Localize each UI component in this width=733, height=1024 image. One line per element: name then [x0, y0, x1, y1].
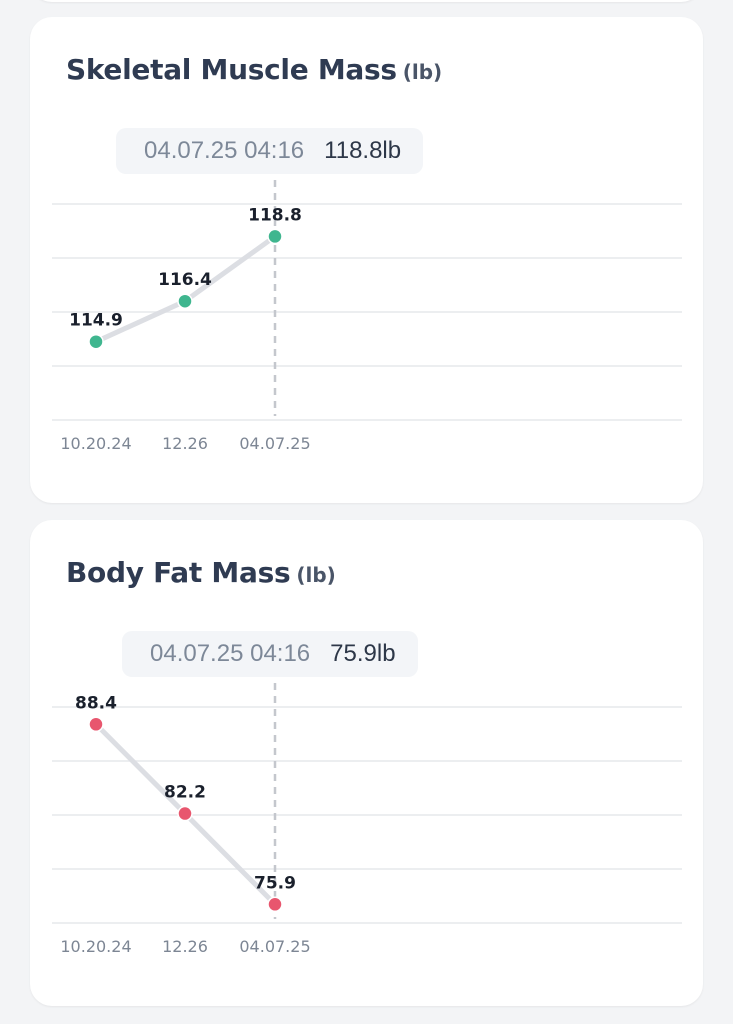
previous-card-bottom: [30, 0, 703, 2]
data-point: [88, 716, 104, 733]
x-tick-label: 10.20.24: [60, 434, 131, 453]
card-title: Skeletal Muscle Mass (lb): [66, 53, 442, 86]
x-tick-label: 12.26: [162, 937, 208, 956]
x-tick-label: 04.07.25: [239, 937, 310, 956]
data-point: [88, 333, 104, 350]
skeletal-muscle-mass-card[interactable]: Skeletal Muscle Mass (lb) 114.9 116.4 118.8…: [30, 17, 703, 503]
body-fat-mass-chart[interactable]: 88.4 82.2 75.9 10.20.24 12.26 04.07.25: [30, 520, 703, 1006]
tooltip-datetime: 04.07.25 04:16: [150, 640, 311, 667]
chart-tooltip: 04.07.25 04:16 75.9lb: [122, 631, 418, 677]
data-label: 116.4: [158, 270, 212, 290]
card-title: Body Fat Mass (lb): [66, 556, 336, 589]
card-title-text: Skeletal Muscle Mass: [66, 53, 397, 86]
x-tick-label: 04.07.25: [239, 434, 310, 453]
tooltip-datetime: 04.07.25 04:16: [144, 137, 305, 164]
card-unit: (lb): [402, 60, 443, 84]
data-point: [177, 805, 193, 822]
data-label: 88.4: [75, 693, 117, 713]
data-label: 118.8: [248, 205, 302, 225]
data-point: [267, 228, 283, 245]
data-label: 114.9: [69, 311, 123, 331]
tooltip-value: 118.8lb: [324, 137, 402, 164]
data-label: 75.9: [254, 873, 296, 893]
data-label: 82.2: [164, 783, 206, 803]
x-tick-label: 10.20.24: [60, 937, 131, 956]
data-point: [177, 293, 193, 309]
skeletal-muscle-mass-chart[interactable]: 114.9 116.4 118.8 10.20.24 12.26 04.07.25: [30, 17, 703, 503]
card-unit: (lb): [296, 563, 336, 587]
chart-tooltip: 04.07.25 04:16 118.8lb: [116, 128, 424, 174]
data-point: [267, 896, 283, 913]
x-tick-label: 12.26: [162, 434, 208, 453]
card-title-text: Body Fat Mass: [66, 556, 291, 589]
tooltip-value: 75.9lb: [330, 640, 396, 667]
body-fat-mass-card[interactable]: Body Fat Mass (lb) 88.4 82.2 75.9 10.20.24 12…: [30, 520, 703, 1006]
